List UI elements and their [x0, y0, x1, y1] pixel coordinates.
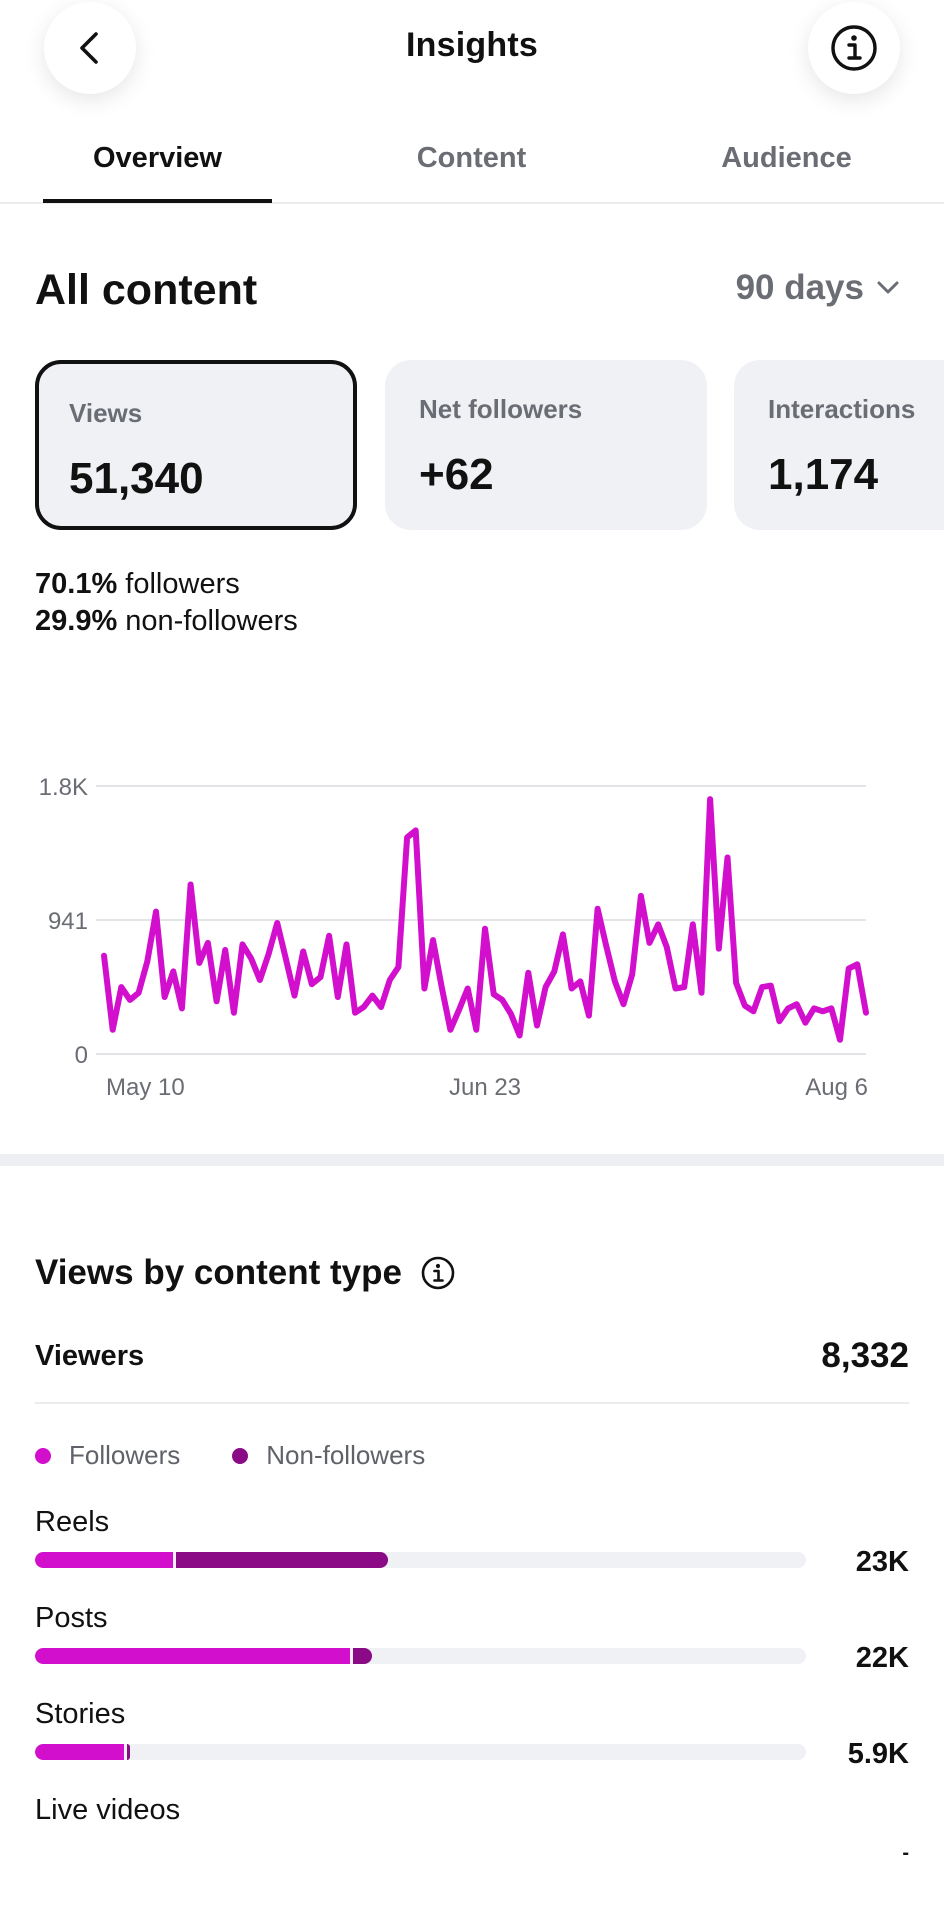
tab-overview[interactable]: Overview	[93, 142, 222, 174]
metric-card-net-followers[interactable]: Net followers +62	[385, 360, 707, 530]
metric-card-interactions[interactable]: Interactions 1,174	[734, 360, 944, 530]
viewers-label: Viewers	[35, 1340, 145, 1372]
x-tick-label: May 10	[106, 1074, 185, 1101]
date-range-label: 90 days	[735, 268, 864, 307]
legend-label: Non-followers	[266, 1440, 426, 1470]
page-title: Insights	[406, 26, 538, 64]
metric-value: 51,340	[69, 454, 204, 503]
y-tick-label: 1.8K	[39, 774, 88, 801]
content-type-live-videos[interactable]: Live videos -	[35, 1794, 909, 1874]
x-tick-label: Aug 6	[805, 1074, 868, 1101]
metric-value: +62	[419, 450, 494, 499]
legend-nonfollowers: Non-followers	[232, 1440, 425, 1471]
legend-dot-followers	[35, 1447, 51, 1464]
x-tick-label: Jun 23	[449, 1074, 521, 1101]
metric-card-views[interactable]: Views 51,340	[35, 360, 357, 530]
section-divider	[0, 1154, 944, 1166]
header: Insights	[0, 0, 944, 96]
legend-followers: Followers	[35, 1440, 180, 1471]
views-audience-split: 70.1% followers 29.9% non-followers	[35, 566, 298, 640]
views-line-chart: 0 941 1.8K May 10 Jun 23 Aug 6	[0, 740, 944, 1110]
content-type-posts[interactable]: Posts 22K	[35, 1602, 909, 1682]
metric-value: 1,174	[768, 450, 879, 499]
followers-share: 70.1% followers	[35, 568, 240, 600]
content-type-value: 22K	[855, 1642, 909, 1674]
bar-segment-nonfollowers	[176, 1552, 389, 1568]
y-tick-label: 0	[75, 1042, 88, 1069]
content-type-value: -	[902, 1842, 909, 1864]
chevron-down-icon	[877, 281, 899, 294]
content-type-bar	[35, 1648, 806, 1664]
content-type-reels[interactable]: Reels 23K	[35, 1506, 909, 1586]
content-type-value: 5.9K	[847, 1738, 909, 1770]
content-type-bar	[35, 1744, 806, 1760]
back-button[interactable]	[44, 2, 136, 94]
viewers-row: Viewers 8,332	[35, 1334, 909, 1404]
legend-dot-nonfollowers	[232, 1447, 249, 1464]
chevron-left-icon	[80, 32, 98, 64]
views-series-line	[101, 796, 869, 1043]
views-chart-svg: 0 941 1.8K May 10 Jun 23 Aug 6	[39, 774, 869, 1101]
bar-segment-nonfollowers	[352, 1648, 372, 1664]
bar-segment-followers	[35, 1744, 124, 1760]
content-type-label: Live videos	[35, 1794, 181, 1826]
bar-segment-followers	[35, 1552, 173, 1568]
content-type-label: Reels	[35, 1506, 110, 1538]
bar-segment-followers	[35, 1648, 350, 1664]
bar-segment-nonfollowers	[126, 1744, 130, 1760]
info-icon[interactable]	[420, 1255, 456, 1291]
y-tick-label: 941	[48, 908, 88, 935]
content-type-value: 23K	[855, 1546, 909, 1578]
active-tab-indicator	[43, 199, 272, 203]
views-by-type-title: Views by content type	[35, 1253, 402, 1292]
legend: Followers Non-followers	[35, 1440, 477, 1471]
date-range-dropdown[interactable]: 90 days	[736, 268, 902, 308]
legend-label: Followers	[69, 1440, 181, 1470]
metric-label: Views	[69, 398, 143, 428]
viewers-value: 8,332	[821, 1336, 909, 1375]
metric-label: Net followers	[419, 394, 583, 424]
info-icon	[831, 25, 877, 71]
tab-audience[interactable]: Audience	[721, 142, 852, 174]
content-type-label: Posts	[35, 1602, 108, 1634]
content-type-bar	[35, 1552, 806, 1568]
content-type-stories[interactable]: Stories 5.9K	[35, 1698, 909, 1778]
content-type-label: Stories	[35, 1698, 126, 1730]
section-title: All content	[35, 266, 258, 314]
info-button[interactable]	[808, 2, 900, 94]
views-by-type-header: Views by content type	[35, 1253, 456, 1293]
tab-content[interactable]: Content	[416, 142, 527, 174]
tab-bar: Overview Content Audience	[0, 120, 944, 204]
metric-label: Interactions	[768, 394, 916, 424]
nonfollowers-share: 29.9% non-followers	[35, 605, 298, 637]
